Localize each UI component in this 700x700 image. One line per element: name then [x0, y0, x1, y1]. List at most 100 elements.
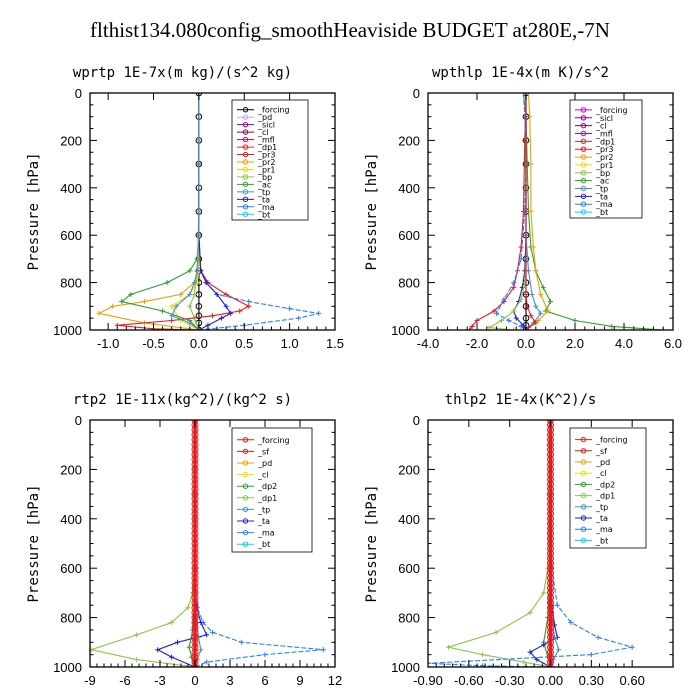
legend-label: _dp1: [595, 492, 615, 501]
legend-label: _sf: [257, 447, 269, 456]
legend-label: _ma: [257, 529, 275, 538]
data-point: [588, 652, 594, 658]
y-tick-label: 1000: [391, 323, 420, 338]
data-point: [547, 604, 554, 612]
data-point: [528, 313, 534, 319]
data-point: [110, 303, 116, 309]
legend-marker: [242, 144, 249, 150]
x-tick-label: -0.60: [454, 673, 484, 688]
x-tick-label: 0.0: [517, 336, 535, 351]
data-point: [547, 446, 554, 454]
data-point: [191, 436, 199, 444]
data-point: [486, 325, 492, 330]
data-point: [187, 303, 193, 309]
legend-marker: [580, 185, 587, 192]
data-point: [554, 602, 560, 608]
legend-label: _ta: [595, 192, 608, 201]
data-point: [528, 161, 534, 167]
data-point: [548, 299, 553, 305]
data-point: [547, 643, 554, 651]
legend-label: _dp2: [595, 480, 615, 489]
y-tick-label: 400: [398, 512, 420, 527]
legend-label: _mfl: [595, 130, 613, 139]
legend-label: _cl: [257, 471, 269, 480]
data-point: [191, 451, 199, 459]
y-axis-label: Pressure [hPa]: [364, 152, 380, 270]
y-tick-label: 1000: [391, 660, 420, 675]
legend-marker: [242, 471, 249, 478]
data-point: [572, 318, 578, 324]
data-point: [191, 465, 199, 473]
data-point: [164, 280, 170, 286]
data-point: [521, 93, 527, 96]
legend-label: _sf: [595, 447, 607, 456]
data-point: [223, 303, 229, 309]
x-tick-label: 6.0: [664, 336, 682, 351]
x-tick-label: -3: [154, 673, 166, 688]
legend-marker: [242, 174, 249, 180]
data-point: [169, 318, 175, 324]
legend-marker: [580, 459, 587, 465]
data-point: [191, 520, 199, 528]
legend-label: _pd: [257, 459, 272, 468]
data-point: [547, 460, 554, 468]
data-point: [191, 540, 199, 547]
legend-label: _pr2: [257, 158, 275, 167]
data-point: [491, 308, 497, 314]
y-axis-label: Pressure [hPa]: [26, 152, 42, 270]
panel-title: wprtp 1E-7x(m kg)/(s^2 kg): [73, 65, 292, 81]
data-point: [479, 652, 485, 658]
y-tick-label: 600: [60, 561, 82, 576]
data-point: [191, 628, 199, 636]
data-point: [547, 549, 554, 557]
data-point: [191, 441, 199, 449]
legend-label: _bt: [257, 540, 270, 549]
legend-label: _bt: [595, 208, 608, 217]
legend-box: [569, 427, 647, 549]
legend-marker: [242, 506, 249, 513]
legend-label: _pr3: [257, 151, 275, 160]
data-point: [534, 657, 540, 663]
x-tick-label: 0.30: [579, 673, 604, 688]
data-point: [469, 323, 475, 329]
y-tick-label: 400: [398, 181, 420, 196]
data-point: [533, 268, 539, 274]
legend-label: _ac: [595, 177, 609, 186]
series-line-pr3: [469, 93, 527, 330]
data-point: [296, 315, 302, 321]
data-point: [191, 535, 199, 543]
data-point: [191, 510, 199, 518]
data-point: [191, 525, 199, 533]
series-line-ac: [522, 93, 664, 330]
x-tick-label: 0.00: [538, 673, 563, 688]
legend-label: _sicl: [595, 114, 613, 123]
x-tick-label: 3: [226, 673, 233, 688]
legend-marker: [242, 196, 249, 203]
series-line-ta: [156, 420, 208, 667]
data-point: [191, 609, 199, 617]
data-point: [191, 599, 199, 607]
data-point: [191, 480, 199, 488]
data-point: [547, 495, 554, 503]
data-point: [191, 648, 199, 656]
data-point: [547, 594, 554, 602]
data-point: [547, 485, 554, 493]
y-tick-label: 1000: [53, 660, 82, 675]
panel-2: wpthlp 1E-4x(m K)/s^2 Pressure [hPa] -4.0 -…: [364, 65, 682, 351]
legend: _forcing _sf _pd _cl _dp2 _dp1 _tp _ta _ma _bt: [231, 427, 313, 553]
legend-marker: [580, 436, 587, 443]
series-line-pr2: [525, 93, 549, 330]
data-point: [524, 303, 530, 309]
data-point: [191, 579, 199, 587]
series-line-dp1: [90, 420, 196, 667]
data-point: [511, 308, 517, 314]
legend-marker: [580, 209, 587, 215]
legend-marker: [242, 437, 249, 443]
data-point: [547, 589, 554, 597]
data-point: [552, 634, 558, 640]
data-point: [521, 322, 527, 328]
legend-marker: [580, 492, 587, 499]
x-tick-label: 1.5: [326, 336, 344, 351]
data-point: [191, 505, 199, 513]
data-point: [198, 647, 204, 653]
